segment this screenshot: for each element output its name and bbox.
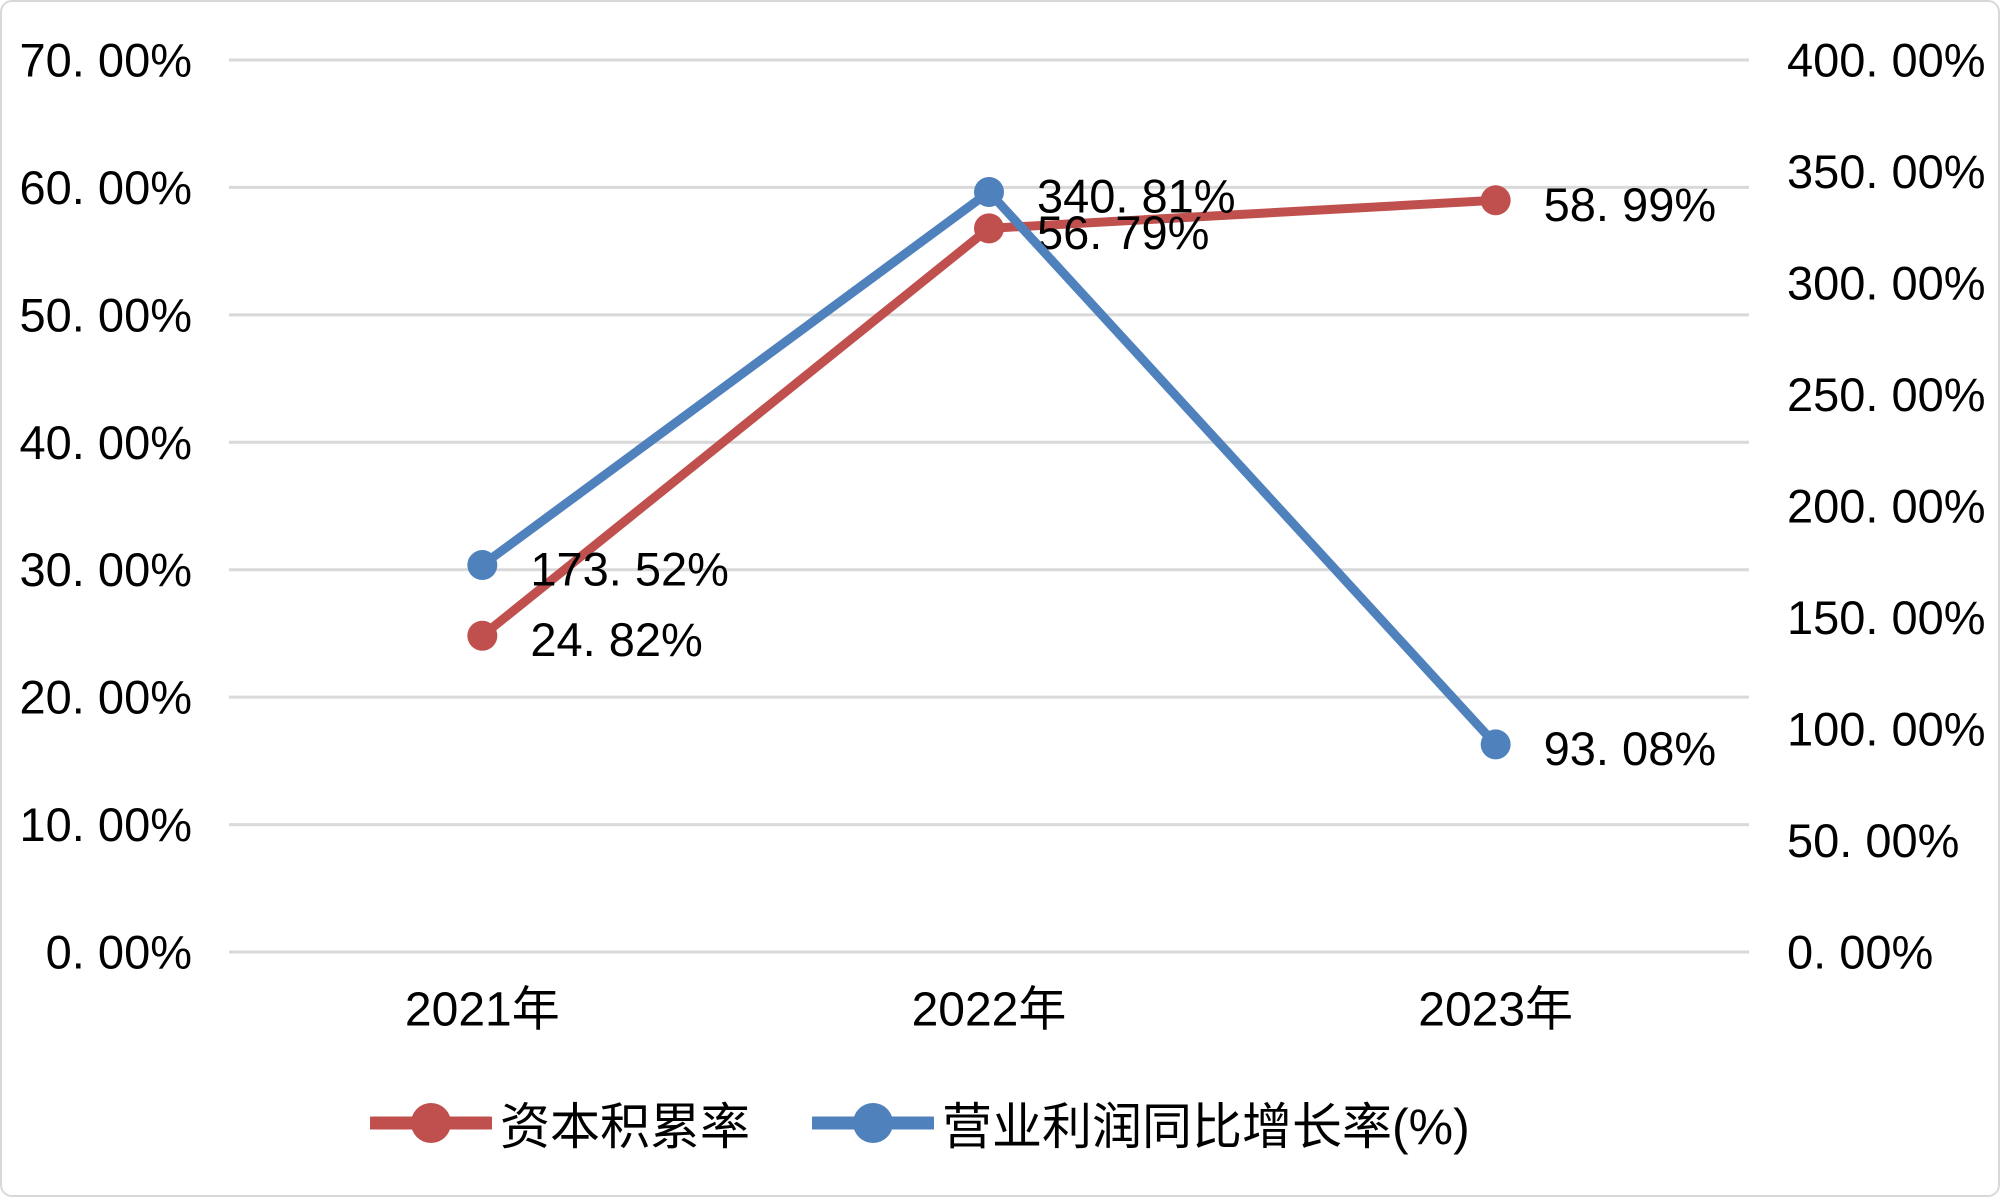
right-axis-tick-label: 300. 00% <box>1787 257 1986 310</box>
data-point-label: 56. 79% <box>1037 206 1209 259</box>
right-axis-tick-label: 200. 00% <box>1787 480 1986 533</box>
legend-item: 营业利润同比增长率(%) <box>812 1087 1470 1159</box>
legend-item: 资本积累率 <box>370 1087 750 1159</box>
data-point-label: 24. 82% <box>530 613 702 666</box>
left-axis-tick-label: 20. 00% <box>20 671 192 724</box>
left-axis-tick-label: 50. 00% <box>20 288 192 341</box>
right-axis-tick-label: 150. 00% <box>1787 591 1986 644</box>
data-point-label: 93. 08% <box>1544 722 1716 775</box>
data-point-marker <box>467 620 498 651</box>
left-axis-tick-label: 0. 00% <box>46 926 192 979</box>
data-point-marker <box>1480 185 1511 216</box>
right-axis-tick-label: 350. 00% <box>1787 145 1986 198</box>
data-point-label: 58. 99% <box>1544 178 1716 231</box>
right-axis-tick-label: 100. 00% <box>1787 703 1986 756</box>
left-axis-tick-label: 70. 00% <box>20 34 192 87</box>
legend-label: 营业利润同比增长率(%) <box>942 1099 1470 1155</box>
left-axis-tick-label: 60. 00% <box>20 161 192 214</box>
data-point-marker <box>974 213 1004 244</box>
left-axis-tick-label: 40. 00% <box>20 416 192 469</box>
right-axis-tick-label: 250. 00% <box>1787 368 1986 421</box>
right-axis-tick-label: 50. 00% <box>1787 814 1959 867</box>
legend-marker-icon <box>370 1103 492 1143</box>
left-axis-tick-label: 10. 00% <box>20 798 192 851</box>
data-point-marker <box>1480 729 1511 760</box>
right-axis-tick-label: 400. 00% <box>1787 34 1986 87</box>
x-axis-category-label: 2022年 <box>912 984 1067 1037</box>
right-axis-tick-label: 0. 00% <box>1787 926 1933 979</box>
x-axis-category-label: 2021年 <box>405 984 560 1037</box>
legend-label: 资本积累率 <box>500 1099 750 1155</box>
data-point-label: 340. 81% <box>1037 169 1236 222</box>
data-point-label: 173. 52% <box>530 543 729 596</box>
left-axis-tick-label: 30. 00% <box>20 543 192 596</box>
legend-marker-icon <box>812 1103 934 1143</box>
x-axis-category-label: 2023年 <box>1418 984 1573 1037</box>
legend: 资本积累率 营业利润同比增长率(%) <box>370 1087 1470 1159</box>
data-point-marker <box>467 550 498 581</box>
data-point-marker <box>974 176 1004 207</box>
